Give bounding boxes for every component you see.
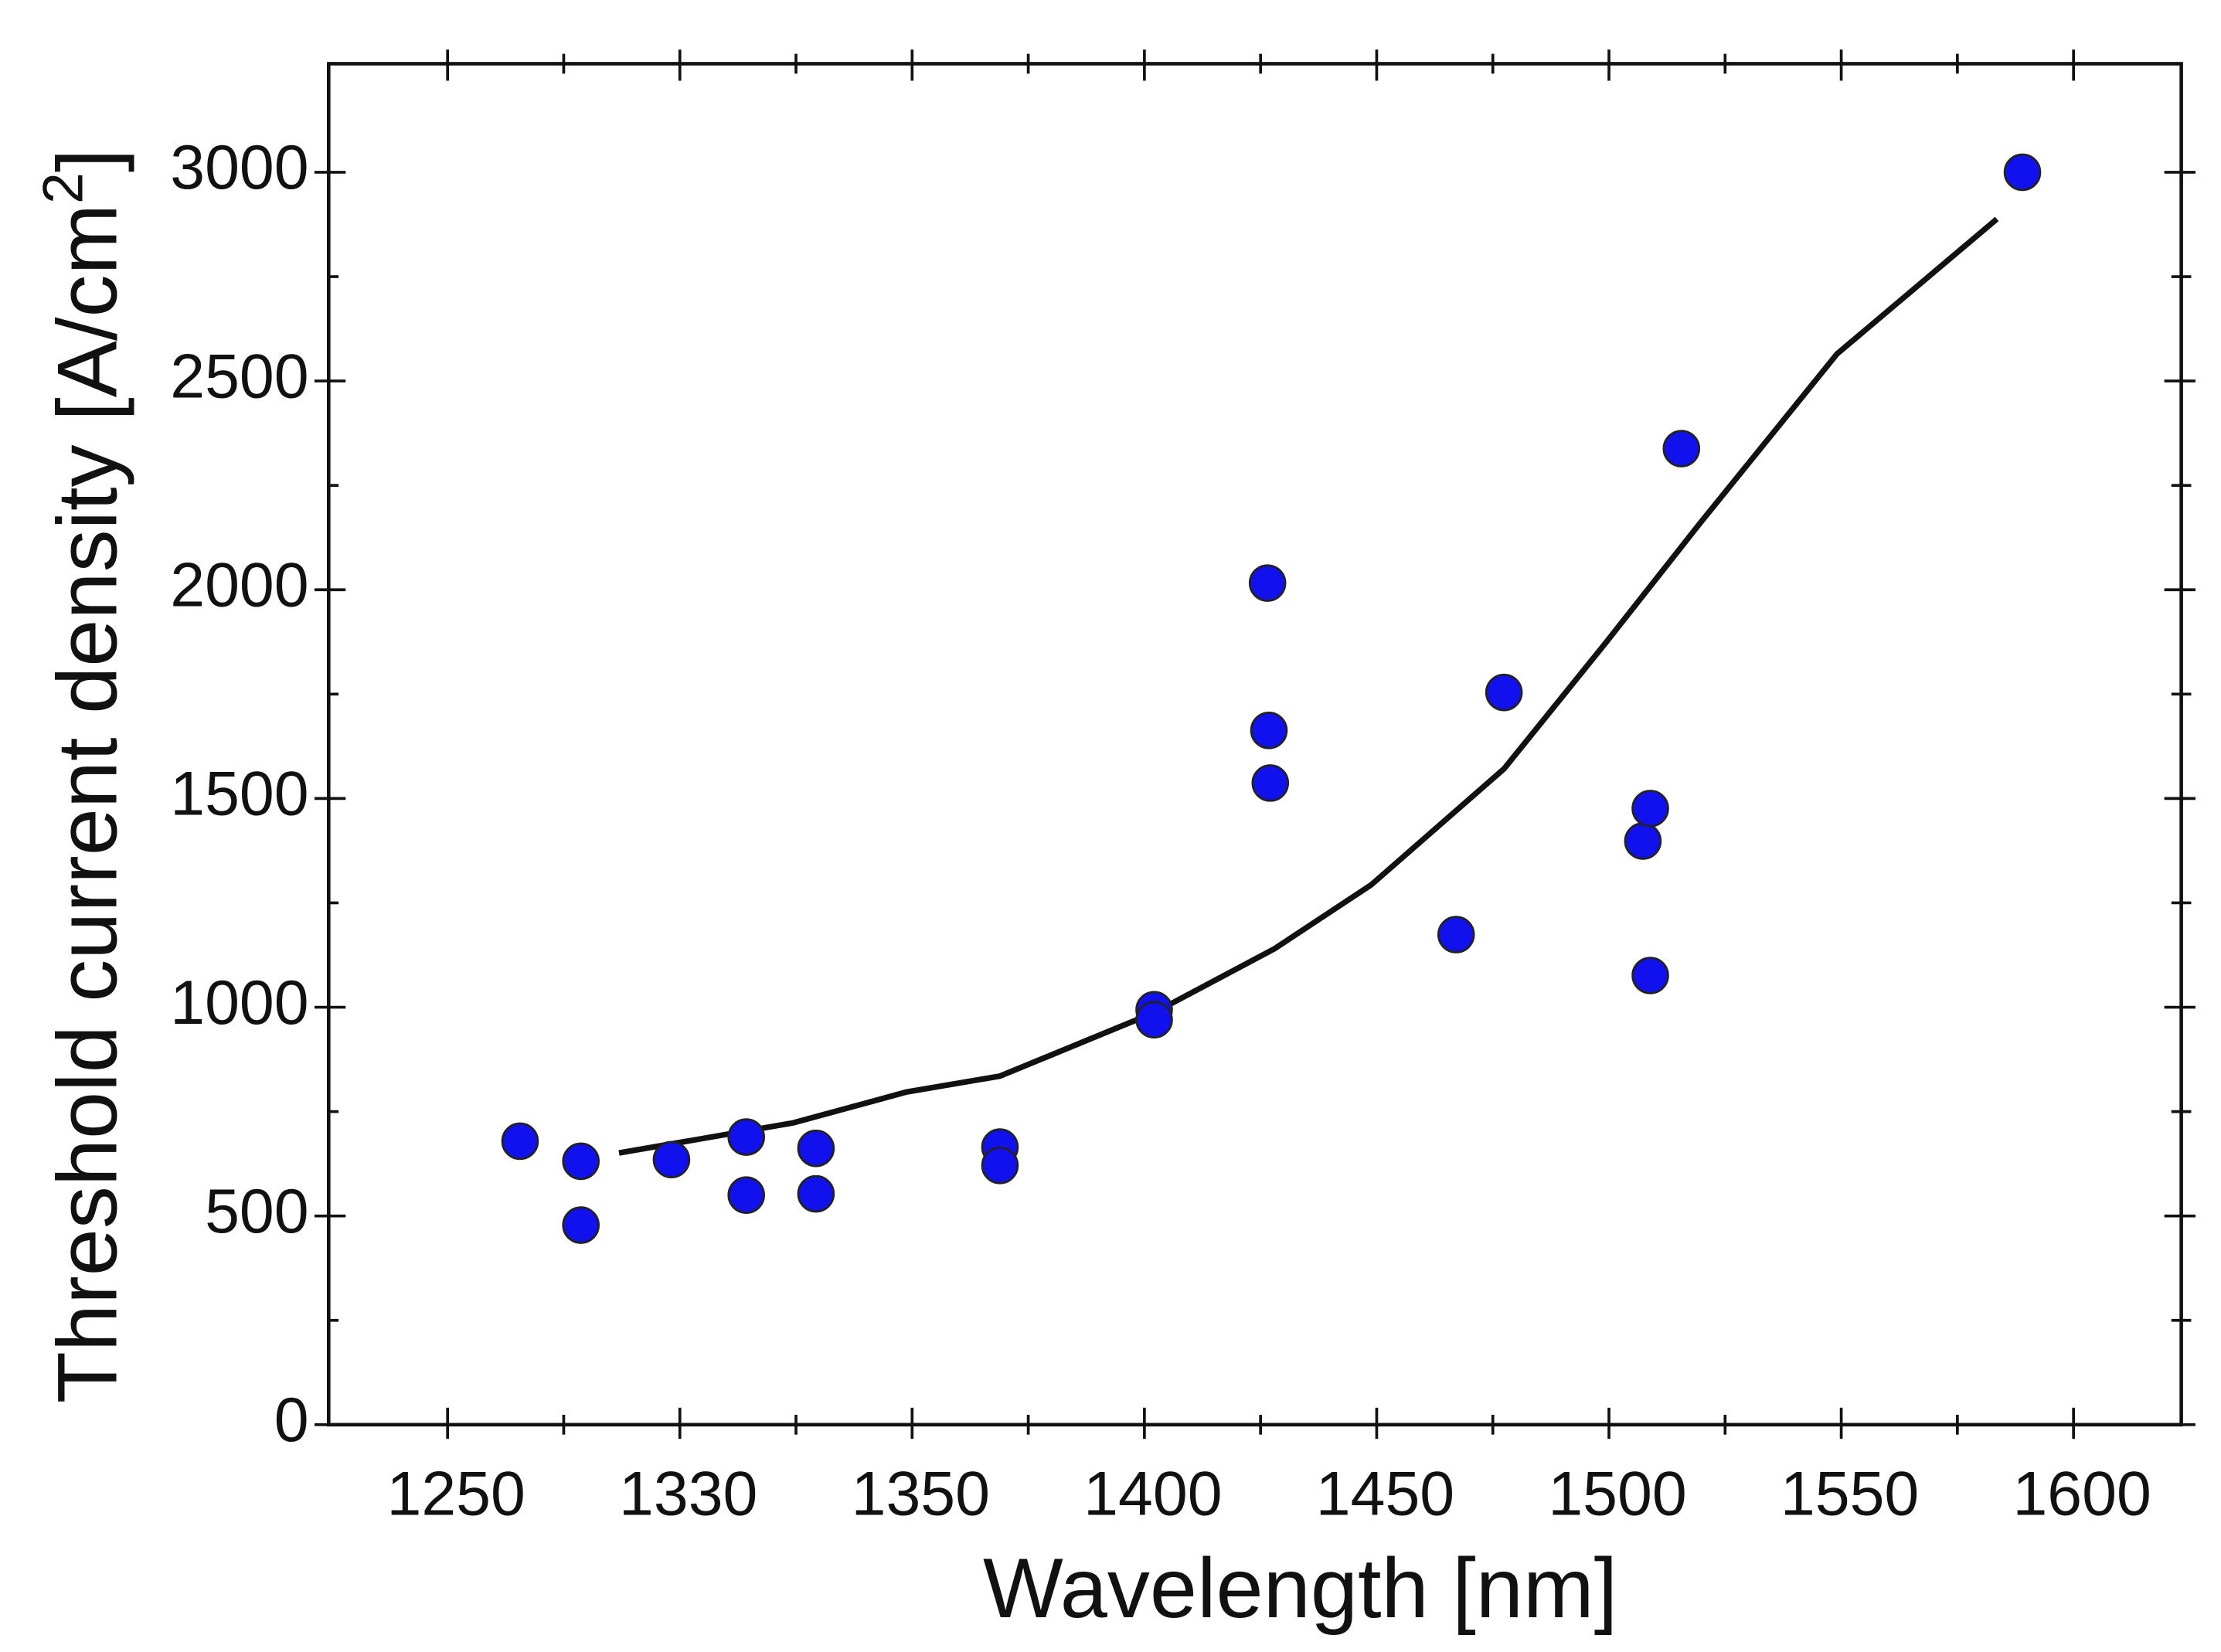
data-point [1631, 957, 1669, 994]
plot-frame [326, 62, 2183, 1427]
data-point [727, 1176, 765, 1214]
y-axis-title-sup: 2 [31, 172, 94, 204]
data-point [797, 1129, 835, 1168]
x-tick-label: 1450 [1316, 1459, 1454, 1528]
x-tick-label: 1250 [386, 1459, 525, 1528]
y-tick-label: 500 [205, 1177, 309, 1246]
y-tick-label: 3000 [170, 133, 308, 202]
y-tick-label: 1500 [170, 760, 308, 829]
data-point [1624, 822, 1662, 860]
data-point [1437, 916, 1475, 953]
data-point [797, 1174, 835, 1213]
x-tick-label: 1350 [852, 1459, 990, 1528]
data-point [1251, 764, 1290, 802]
x-tick-label: 1330 [619, 1459, 757, 1528]
data-point [562, 1206, 600, 1244]
data-point [981, 1147, 1019, 1185]
data-point [652, 1140, 691, 1179]
y-axis-title-text: Threshold current density [A/cm [39, 204, 134, 1403]
x-tick-label: 1550 [1781, 1459, 1919, 1528]
data-point [1248, 564, 1287, 602]
data-point [727, 1118, 765, 1156]
y-tick-label: 0 [274, 1385, 309, 1455]
x-axis-title: Wavelength [nm] [983, 1541, 1617, 1636]
y-axis-title: Threshold current density [A/cm2] [31, 149, 134, 1404]
data-point [562, 1142, 600, 1181]
x-tick-label: 1400 [1083, 1459, 1222, 1528]
x-tick-label: 1600 [2012, 1459, 2151, 1528]
y-tick-label: 2500 [170, 342, 308, 411]
y-axis-title-end: ] [39, 149, 134, 173]
data-point [1135, 1001, 1173, 1039]
data-point [1662, 430, 1701, 467]
data-point [1631, 790, 1669, 828]
data-point [2003, 153, 2042, 192]
data-point [1485, 673, 1523, 712]
data-point [1250, 712, 1288, 750]
y-tick-label: 1000 [170, 968, 308, 1038]
x-tick-label: 1500 [1548, 1459, 1686, 1528]
fit-line [618, 216, 1999, 1156]
y-tick-label: 2000 [170, 551, 308, 620]
data-point [501, 1122, 539, 1161]
